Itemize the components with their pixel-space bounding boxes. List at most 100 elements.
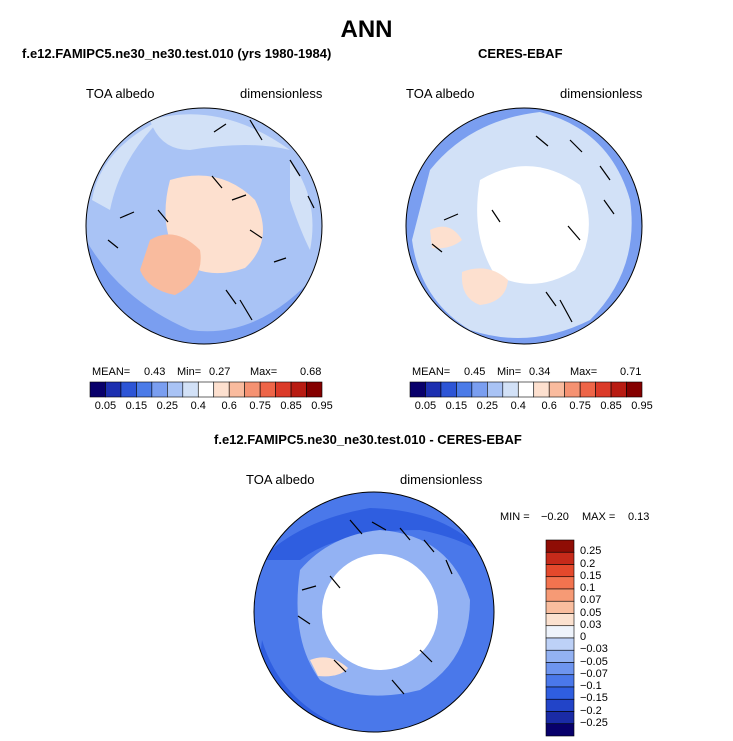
- obs-mean-label: MEAN=: [412, 366, 451, 378]
- obs-colorbar-tick-label: 0.85: [600, 400, 622, 412]
- obs-colorbar-tick-label: 0.25: [476, 400, 499, 412]
- model-map: [86, 108, 322, 344]
- diff-colorbar-box: [545, 649, 575, 663]
- obs-colorbar-box: [564, 381, 581, 398]
- model-max-value: 0.68: [300, 366, 322, 378]
- model-min-value: 0.27: [209, 366, 231, 378]
- obs-colorbar-tick-label: 0.05: [414, 400, 437, 412]
- obs-colorbar-box: [502, 381, 519, 398]
- obs-colorbar-box: [487, 381, 504, 398]
- model-colorbar-box: [167, 381, 184, 398]
- obs-arctic-ice: [477, 166, 589, 284]
- diff-colorbar-tick-label: 0.1: [580, 582, 596, 594]
- model-colorbar-tick-label: 0.25: [156, 400, 179, 412]
- obs-max-value: 0.71: [620, 366, 642, 378]
- diff-colorbar-tick-label: 0: [580, 631, 587, 643]
- obs-coastlines: [431, 135, 615, 323]
- diff-arctic-core: [322, 554, 438, 670]
- model-colorbar-box: [290, 381, 307, 398]
- model-colorbar-box: [306, 381, 323, 398]
- model-colorbar-box: [136, 381, 153, 398]
- model-northwest-band: [92, 120, 160, 210]
- obs-colorbar-box: [610, 381, 627, 398]
- model-pacific-band: [86, 240, 322, 344]
- diff-colorbar-box: [545, 686, 575, 700]
- figure-title: ANN: [340, 16, 393, 43]
- obs-canada-ice: [430, 226, 462, 249]
- model-mean-value: 0.43: [144, 366, 166, 378]
- obs-colorbar-box: [425, 381, 442, 398]
- model-colorbar-tick-label: 0.75: [249, 400, 271, 412]
- obs-greenland: [461, 268, 508, 305]
- model-colorbar-tick-label: 0.4: [190, 400, 206, 412]
- model-variable-label: TOA albedo: [86, 86, 155, 101]
- diff-map-border: [253, 491, 495, 733]
- obs-colorbar-tick-label: 0.4: [510, 400, 526, 412]
- model-map-border: [85, 107, 323, 345]
- model-colorbar-box: [89, 381, 106, 398]
- diff-colorbar-box: [545, 674, 575, 688]
- model-colorbar-box: [151, 381, 168, 398]
- model-max-label: Max=: [250, 366, 278, 378]
- diff-coastlines: [297, 519, 453, 695]
- obs-colorbar-tick-label: 0.95: [631, 400, 653, 412]
- diff-colorbar-tick-label: 0.05: [580, 606, 602, 619]
- diff-colorbar-tick-label: 0.03: [580, 618, 602, 631]
- diff-colorbar: [545, 539, 575, 737]
- obs-min-label: Min=: [497, 366, 522, 378]
- model-colorbar-box: [228, 381, 245, 398]
- obs-colorbar-tick-label: 0.6: [541, 400, 557, 412]
- diff-colorbar-tick-label: −0.1: [580, 680, 602, 692]
- obs-panel-title: CERES-EBAF: [478, 46, 563, 61]
- model-colorbar-box: [197, 381, 215, 398]
- diff-colorbar-tick-label: 0.15: [580, 569, 602, 582]
- obs-colorbar-box: [440, 381, 457, 398]
- diff-colorbar-box: [545, 564, 575, 578]
- diff-variable-label: TOA albedo: [246, 472, 315, 487]
- diff-colorbar-tick-label: −0.03: [580, 643, 608, 656]
- model-colorbar-box: [120, 381, 137, 398]
- model-mean-label: MEAN=: [92, 366, 131, 378]
- obs-variable-label: TOA albedo: [406, 86, 475, 101]
- model-colorbar-box: [275, 381, 292, 398]
- diff-colorbar-box: [545, 711, 575, 725]
- obs-colorbar-tick-label: 0.15: [445, 400, 468, 412]
- obs-colorbar-box: [548, 381, 565, 398]
- model-colorbar-tick-label: 0.95: [311, 400, 333, 412]
- diff-colorbar-tick-label: 0.07: [580, 594, 602, 607]
- model-colorbar-tick-label: 0.15: [125, 400, 148, 412]
- obs-colorbar-box: [517, 381, 535, 398]
- diff-max-value: 0.13: [628, 511, 650, 523]
- obs-colorbar-tick-label: 0.75: [569, 400, 591, 412]
- model-greenland: [140, 234, 201, 295]
- model-colorbar-box: [259, 381, 276, 398]
- obs-colorbar-box: [595, 381, 612, 398]
- model-atlantic-band: [150, 114, 290, 150]
- diff-colorbar-box: [545, 539, 575, 553]
- diff-colorbar-box: [545, 625, 575, 639]
- diff-north-band: [260, 508, 490, 560]
- diff-colorbar-box: [545, 576, 575, 590]
- obs-colorbar-box: [626, 381, 643, 398]
- diff-min-label: MIN =: [500, 511, 530, 523]
- obs-units-label: dimensionless: [560, 86, 643, 101]
- model-colorbar-tick-label: 0.6: [221, 400, 237, 412]
- diff-greenland-positive: [310, 657, 348, 677]
- diff-colorbar-tick-label: −0.05: [580, 655, 608, 668]
- diff-colorbar-box: [545, 551, 575, 565]
- diff-panel-title: f.e12.FAMIPC5.ne30_ne30.test.010 - CERES…: [214, 432, 522, 447]
- diff-colorbar-box: [545, 637, 575, 651]
- diff-colorbar-box: [545, 588, 575, 602]
- obs-colorbar-box: [579, 381, 596, 398]
- diff-colorbar-box: [545, 723, 575, 737]
- obs-map-border: [405, 107, 643, 345]
- model-colorbar-tick-label: 0.85: [280, 400, 302, 412]
- model-colorbar-box: [105, 381, 122, 398]
- diff-colorbar-box: [545, 613, 575, 627]
- diff-max-label: MAX =: [582, 511, 616, 523]
- model-siberia-band: [290, 160, 313, 250]
- diff-colorbar-box: [545, 698, 575, 712]
- model-coastlines: [107, 119, 315, 321]
- diff-colorbar-box: [545, 600, 575, 614]
- model-colorbar-box: [213, 381, 230, 398]
